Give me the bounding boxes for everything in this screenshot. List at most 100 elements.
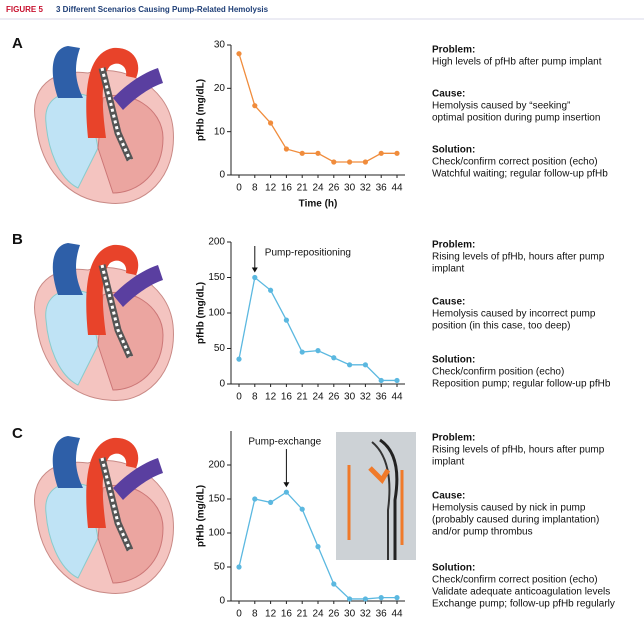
data-point: [362, 362, 368, 368]
x-tick-label: 16: [281, 609, 293, 620]
x-tick-label: 8: [252, 183, 258, 194]
x-tick-label: 36: [376, 392, 388, 403]
problem-heading: Problem:: [432, 433, 475, 444]
x-tick-label: 21: [297, 183, 309, 194]
data-point: [268, 120, 274, 126]
data-point: [283, 489, 289, 495]
cause-text: Hemolysis caused by nick in pump: [432, 503, 586, 514]
annotation-arrowhead: [251, 267, 258, 273]
x-tick-label: 12: [265, 183, 277, 194]
x-tick-label: 30: [344, 609, 356, 620]
cause-heading: Cause:: [432, 89, 465, 100]
data-point: [268, 499, 274, 505]
x-tick-label: 32: [360, 609, 372, 620]
data-point: [299, 150, 305, 156]
x-tick-label: 8: [252, 609, 258, 620]
x-tick-label: 0: [236, 609, 242, 620]
panel-letter: A: [12, 35, 23, 52]
solution-text: Check/confirm correct position (echo): [432, 157, 598, 168]
x-tick-label: 36: [376, 183, 388, 194]
data-point: [252, 103, 258, 109]
x-tick-label: 12: [265, 392, 277, 403]
data-point: [394, 595, 400, 601]
x-axis-label: Time (h): [299, 199, 338, 210]
y-tick-label: 50: [214, 562, 226, 573]
data-point: [283, 317, 289, 323]
cause-text: (probably caused during implantation): [432, 515, 599, 526]
data-point: [236, 356, 242, 362]
x-tick-label: 12: [265, 609, 277, 620]
heart-illustration: [35, 46, 174, 204]
problem-heading: Problem:: [432, 240, 475, 251]
y-axis-label: pfHb (mg/dL): [196, 282, 207, 344]
problem-text: implant: [432, 457, 464, 468]
data-point: [252, 274, 258, 281]
solution-text: Check/confirm position (echo): [432, 367, 564, 378]
x-tick-label: 0: [236, 183, 242, 194]
y-tick-label: 0: [219, 170, 225, 181]
x-tick-label: 32: [360, 183, 372, 194]
problem-heading: Problem:: [432, 45, 475, 56]
y-tick-label: 30: [214, 40, 226, 51]
data-point: [331, 159, 337, 165]
y-tick-label: 20: [214, 83, 226, 94]
data-point: [236, 564, 242, 570]
solution-text: Exchange pump; follow-up pfHb regularly: [432, 599, 615, 610]
y-tick-label: 200: [208, 237, 225, 248]
data-point: [378, 150, 384, 156]
solution-heading: Solution:: [432, 563, 475, 574]
figure-label: FIGURE 5: [6, 5, 43, 14]
data-point: [283, 146, 289, 152]
x-tick-label: 24: [312, 609, 324, 620]
x-tick-label: 30: [344, 183, 356, 194]
figure-title: 3 Different Scenarios Causing Pump-Relat…: [56, 5, 269, 14]
solution-heading: Solution:: [432, 145, 475, 156]
annotation: Pump-repositioning: [265, 248, 351, 259]
y-tick-label: 200: [208, 460, 225, 471]
cause-heading: Cause:: [432, 491, 465, 502]
data-line: [238, 53, 397, 163]
problem-text: Rising levels of pfHb, hours after pump: [432, 252, 605, 263]
x-tick-label: 16: [281, 183, 293, 194]
data-point: [331, 581, 337, 587]
solution-text: Check/confirm correct position (echo): [432, 575, 598, 586]
x-tick-label: 30: [344, 392, 356, 403]
x-tick-label: 0: [236, 392, 242, 403]
data-point: [394, 377, 400, 384]
data-point: [347, 159, 353, 165]
x-tick-label: 26: [328, 609, 340, 620]
photo-inset: [336, 432, 416, 560]
data-point: [331, 355, 337, 361]
x-tick-label: 44: [391, 609, 403, 620]
x-tick-label: 26: [328, 392, 340, 403]
heart-illustration: [35, 243, 174, 401]
solution-text: Reposition pump; regular follow-up pfHb: [432, 379, 611, 390]
solution-text: Validate adequate anticoagulation levels: [432, 587, 610, 598]
cause-text: optimal position during pump insertion: [432, 113, 600, 124]
y-tick-label: 150: [208, 494, 225, 505]
x-tick-label: 44: [391, 392, 403, 403]
data-point: [299, 506, 305, 512]
cause-text: Hemolysis caused by “seeking”: [432, 101, 570, 112]
y-tick-label: 10: [214, 126, 226, 137]
x-tick-label: 26: [328, 183, 340, 194]
annotation: Pump-exchange: [248, 437, 321, 448]
panel-letter: C: [12, 425, 23, 442]
x-tick-label: 8: [252, 392, 258, 403]
data-point: [315, 544, 321, 550]
heart-illustration: [35, 436, 174, 594]
data-point: [347, 596, 353, 602]
cause-heading: Cause:: [432, 297, 465, 308]
data-point: [268, 287, 274, 293]
data-point: [362, 596, 368, 602]
data-point: [315, 348, 321, 354]
x-tick-label: 21: [297, 392, 309, 403]
data-line: [238, 276, 397, 382]
y-tick-label: 0: [219, 596, 225, 607]
data-point: [252, 496, 258, 502]
cause-text: and/or pump thrombus: [432, 527, 533, 538]
annotation-arrowhead: [283, 482, 290, 488]
cause-text: position (in this case, too deep): [432, 321, 570, 332]
y-tick-label: 50: [214, 343, 226, 354]
